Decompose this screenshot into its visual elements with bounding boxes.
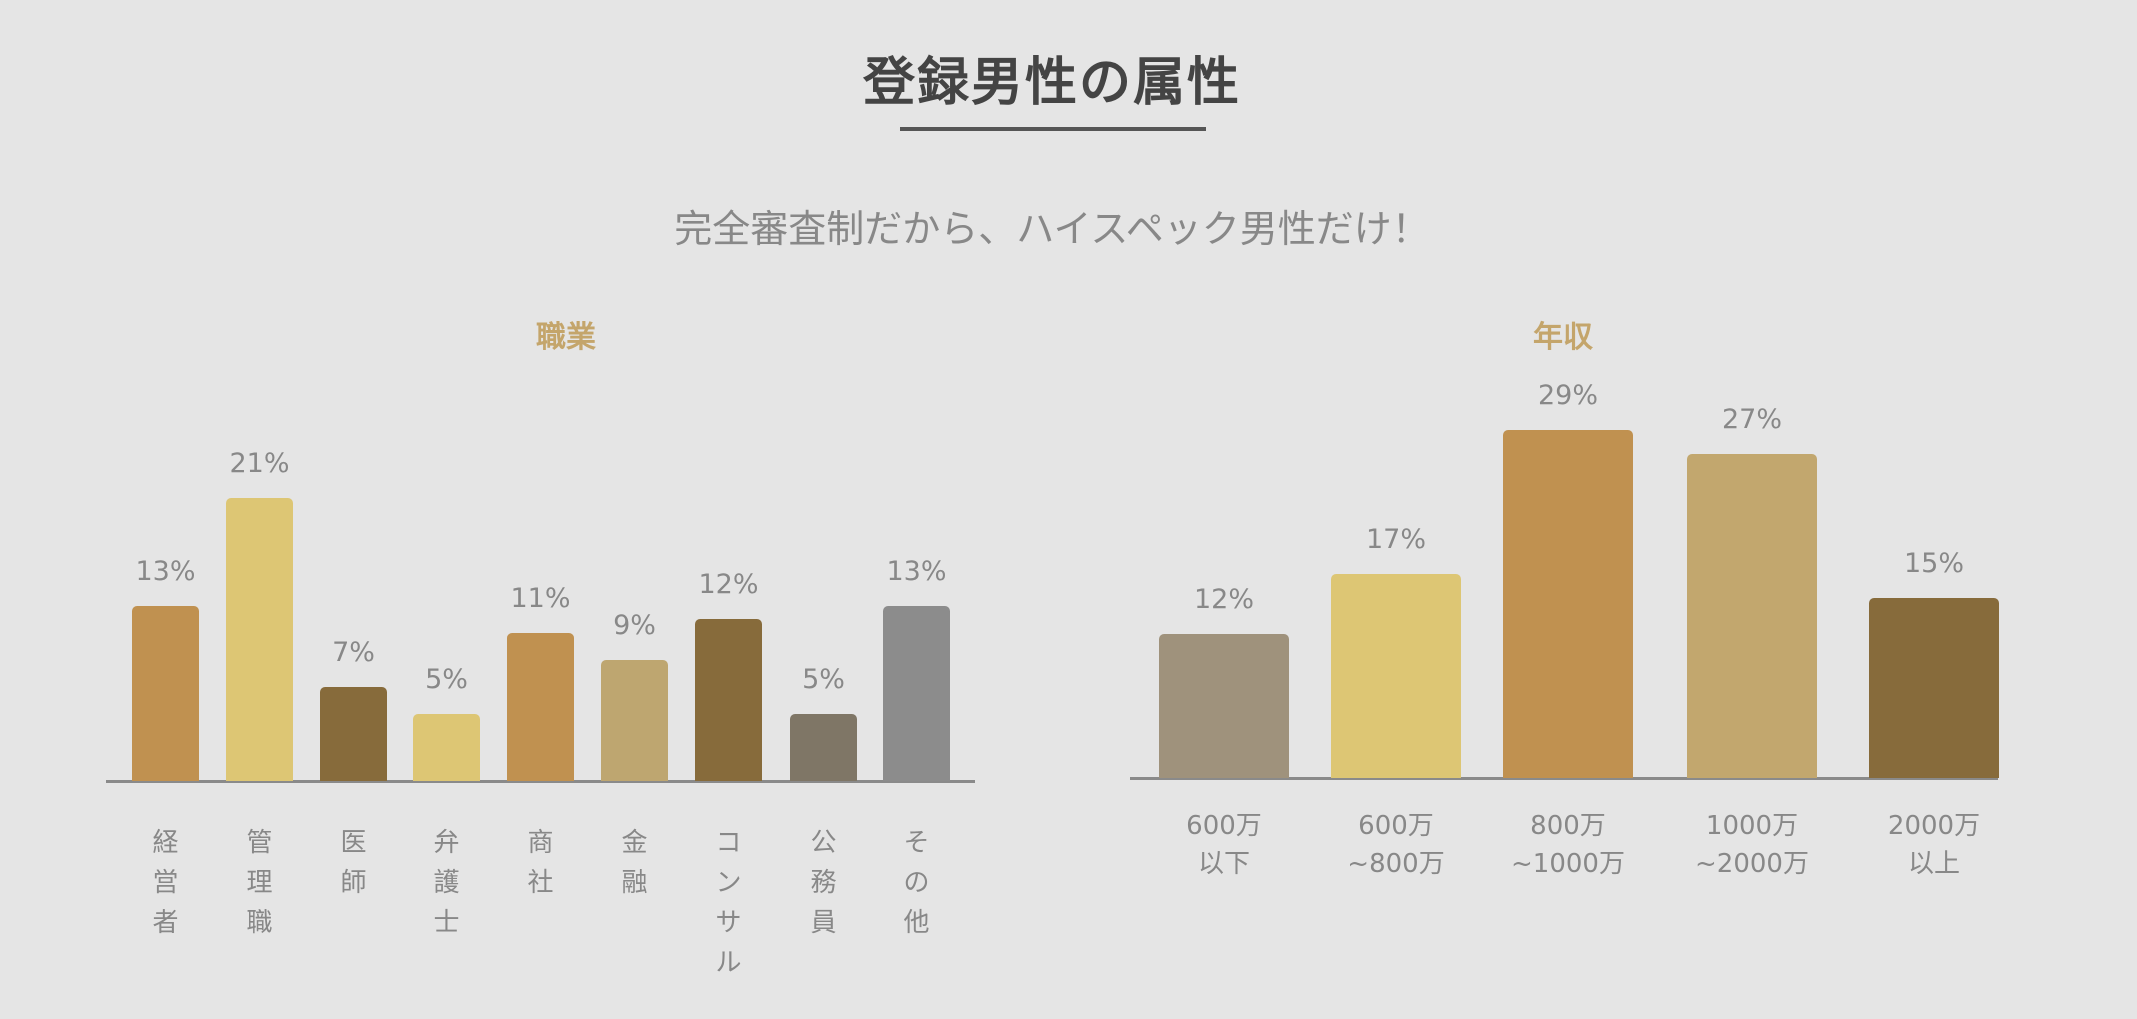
title-underline — [900, 127, 1206, 131]
occupation-value-label: 11% — [510, 582, 571, 614]
occupation-value-label: 7% — [332, 636, 375, 668]
income-value-label: 29% — [1537, 380, 1599, 411]
section-title: 登録男性の属性 — [862, 53, 1241, 113]
occupation-bar — [790, 713, 857, 781]
occupation-bar — [883, 605, 950, 781]
occupation-category-label: 公務員 — [810, 828, 837, 938]
income-chart-title: 年収 — [1533, 320, 1593, 355]
occupation-bar — [226, 497, 293, 781]
occupation-chart-title: 職業 — [536, 320, 596, 355]
occupation-value-label: 12% — [698, 569, 759, 600]
occupation-category-label: 商社 — [527, 828, 554, 898]
income-value-label: 15% — [1903, 548, 1965, 579]
income-value-label: 12% — [1193, 584, 1255, 615]
income-category-label: 600万 ~800万 — [1347, 811, 1445, 879]
occupation-value-label: 5% — [802, 663, 845, 695]
income-bar — [1331, 574, 1461, 778]
occupation-value-label: 9% — [613, 609, 656, 641]
income-category-label: 800万 ~1000万 — [1511, 811, 1625, 879]
section-subtitle: 完全審査制だから、ハイスペック男性だけ！ — [674, 207, 1430, 251]
income-bar — [1159, 634, 1289, 778]
occupation-category-label: 金融 — [621, 828, 648, 898]
income-category-label: 600万 以下 — [1186, 811, 1262, 879]
occupation-category-label: 医師 — [340, 828, 367, 898]
income-category-label: 2000万 以上 — [1887, 811, 1981, 879]
occupation-bar — [132, 605, 199, 781]
occupation-category-label: 管理職 — [246, 828, 273, 938]
income-bar — [1503, 430, 1633, 778]
occupation-bar — [695, 619, 762, 781]
income-value-label: 27% — [1721, 404, 1783, 435]
occupation-bar — [507, 632, 574, 781]
occupation-bar — [320, 686, 387, 781]
occupation-value-label: 13% — [886, 555, 947, 587]
occupation-category-label: 経営者 — [152, 828, 179, 938]
occupation-value-label: 21% — [229, 447, 290, 479]
income-x-axis — [1130, 777, 1998, 780]
occupation-category-label: 弁護士 — [433, 828, 460, 938]
income-category-label: 1000万 ~2000万 — [1695, 811, 1809, 879]
occupation-category-label: その他 — [903, 828, 930, 938]
income-value-label: 17% — [1365, 524, 1427, 555]
occupation-bar — [601, 659, 668, 781]
occupation-category-label: コンサル — [715, 828, 742, 978]
income-bar — [1687, 454, 1817, 778]
occupation-x-axis — [106, 780, 975, 783]
occupation-value-label: 5% — [425, 663, 468, 695]
occupation-bar — [413, 713, 480, 781]
income-bar — [1869, 598, 1999, 778]
occupation-value-label: 13% — [135, 555, 196, 587]
